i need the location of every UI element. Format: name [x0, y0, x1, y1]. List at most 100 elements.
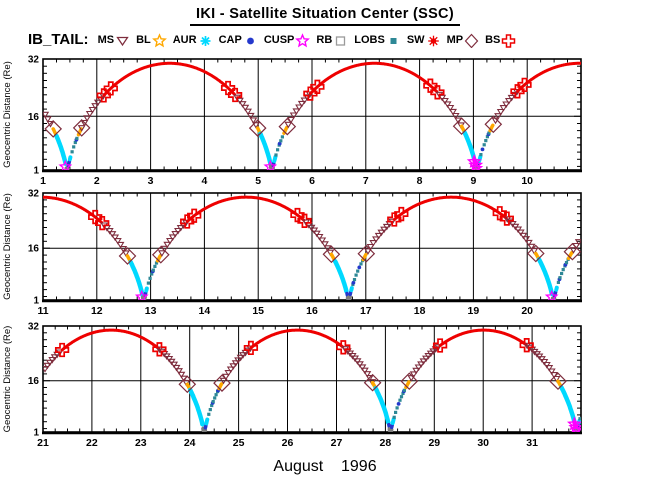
ms-marker	[170, 361, 179, 369]
ms-marker	[284, 121, 293, 129]
x-tick-label: 24	[184, 437, 196, 449]
cusp-star-marker	[468, 157, 484, 170]
lobs-marker	[359, 262, 363, 266]
ms-marker	[171, 231, 180, 238]
lobs-marker	[352, 278, 357, 282]
aur-curve	[390, 417, 396, 425]
lobs-marker	[560, 271, 564, 276]
ms-marker	[88, 106, 97, 114]
lobs-marker	[279, 139, 283, 143]
lobs-marker	[150, 272, 154, 276]
bs-cross-marker	[517, 77, 532, 93]
x-tick-label: 12	[91, 305, 103, 317]
y-tick-label: 16	[28, 112, 40, 123]
bs-cross-marker	[499, 211, 514, 226]
lobs-marker	[211, 400, 215, 404]
mp-diamond-marker	[44, 120, 63, 138]
aur-curve	[349, 286, 354, 293]
bs-cross-marker	[95, 215, 110, 231]
mp-diamond-marker	[213, 374, 231, 392]
aur-curve	[187, 387, 205, 427]
legend-item-mp: MP	[447, 32, 480, 48]
sun-filled-icon	[427, 35, 439, 46]
bs-cross-marker	[519, 338, 534, 353]
ms-marker	[116, 241, 125, 249]
square-filled-icon	[390, 37, 397, 44]
bl-curve	[566, 250, 574, 261]
lobs-marker	[72, 145, 76, 149]
ms-marker	[174, 227, 182, 235]
ms-marker	[363, 371, 372, 378]
lobs-marker	[556, 280, 560, 284]
cusp-star-marker	[58, 159, 73, 170]
legend-item-rb: RB	[316, 32, 348, 48]
cusp-star-marker	[566, 416, 581, 431]
bs-cross-marker	[220, 80, 236, 96]
ms-marker	[320, 241, 329, 248]
lobs-marker	[485, 135, 489, 139]
ms-marker	[443, 101, 452, 108]
x-tick-label: 9	[470, 175, 476, 187]
y-tick-label: 32	[28, 189, 40, 200]
aur-curve	[559, 385, 577, 424]
ms-marker	[569, 247, 578, 254]
bs-cross-marker	[187, 208, 202, 223]
star-open-icon	[295, 32, 311, 47]
ms-marker	[45, 359, 54, 367]
ms-marker	[364, 248, 372, 255]
ms-marker	[360, 367, 369, 375]
legend-item-lobs: LOBS	[354, 32, 401, 48]
mp-diamond-marker	[452, 117, 471, 136]
ms-marker	[382, 223, 391, 231]
bs-cross-marker	[290, 207, 305, 223]
ms-marker	[157, 250, 166, 257]
ms-marker	[499, 105, 508, 112]
ms-marker	[105, 228, 114, 235]
cap-marker	[357, 265, 362, 270]
x-tick-label: 4	[201, 175, 207, 187]
legend-item-aur: AUR	[173, 32, 213, 48]
ms-marker	[429, 348, 438, 355]
x-tick-label: 26	[282, 437, 294, 449]
bs-cross-marker	[180, 214, 195, 229]
cap-curve	[387, 422, 392, 429]
y-tick-label: 32	[28, 55, 40, 66]
ms-marker	[163, 241, 172, 249]
aur-curve	[373, 385, 391, 425]
lobs-marker	[148, 276, 152, 280]
lobs-marker	[487, 131, 491, 135]
x-tick-label: 7	[363, 175, 369, 187]
bs-cross-marker	[103, 81, 118, 96]
lobs-marker	[401, 391, 405, 395]
mp-diamond-marker	[400, 372, 419, 391]
x-tick-label: 3	[148, 175, 154, 187]
ms-marker	[494, 113, 503, 120]
rb-curve	[345, 294, 352, 300]
bs-cross-marker	[510, 84, 525, 99]
lobs-marker	[394, 410, 398, 414]
ms-marker	[85, 110, 94, 118]
ms-marker	[315, 233, 324, 241]
square-open-icon	[336, 35, 346, 46]
lobs-marker	[276, 148, 280, 152]
sw-curve	[438, 328, 528, 347]
x-tick-label: 11	[37, 305, 48, 317]
ms-marker	[502, 101, 511, 109]
bs-cross-marker	[432, 338, 448, 353]
ms-marker	[236, 354, 245, 362]
cusp-star-marker	[544, 289, 559, 300]
x-tick-label: 22	[86, 437, 98, 449]
legend-label: BL	[136, 33, 151, 46]
aur-curve	[54, 133, 68, 166]
legend-label: BS	[485, 33, 501, 46]
cap-curve	[203, 423, 208, 430]
legend-item-sw: SW	[407, 32, 441, 48]
ms-marker	[374, 232, 383, 240]
cap-curve	[389, 423, 394, 430]
ms-marker	[43, 116, 52, 123]
ms-marker	[527, 243, 536, 251]
asterisk-icon	[200, 35, 211, 46]
page-title: IKI - Satellite Situation Center (SSC)	[190, 6, 460, 26]
ms-marker	[522, 236, 531, 243]
ms-marker	[449, 108, 457, 116]
